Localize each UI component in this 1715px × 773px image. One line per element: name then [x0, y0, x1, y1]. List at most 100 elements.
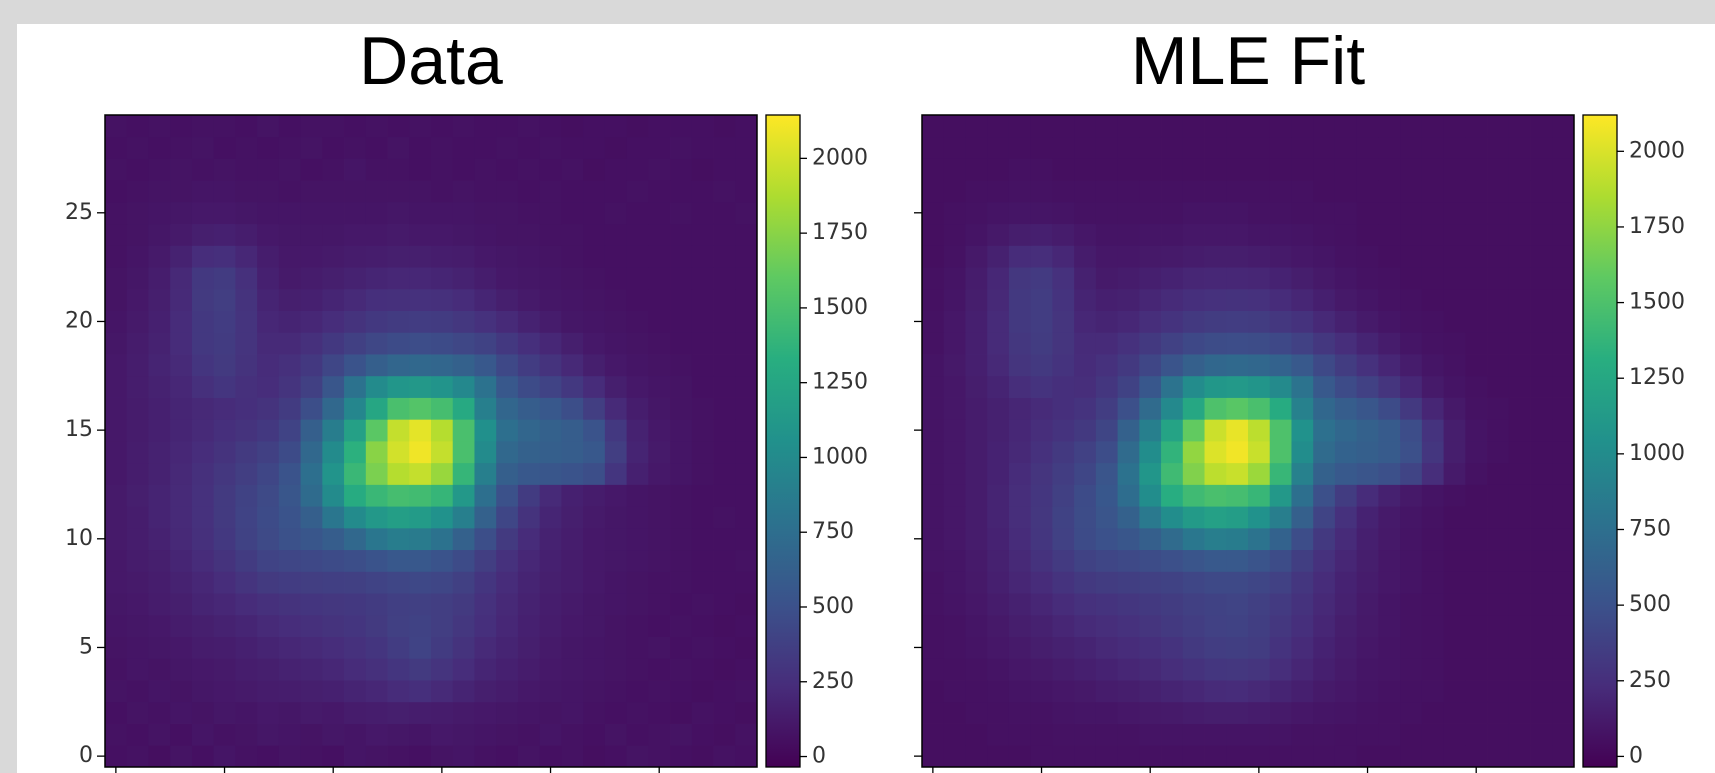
heatmap-cell — [1031, 615, 1053, 637]
heatmap-cell — [1226, 658, 1248, 680]
heatmap-cell — [301, 115, 323, 137]
heatmap-cell — [1531, 267, 1553, 289]
heatmap-cell — [1400, 180, 1422, 202]
heatmap-cell — [1009, 441, 1031, 463]
heatmap-cell — [735, 637, 757, 659]
heatmap-cell — [735, 702, 757, 724]
heatmap-cell — [670, 637, 692, 659]
heatmap-cell — [235, 332, 257, 354]
heatmap-cell — [987, 311, 1009, 333]
heatmap-cell — [1161, 137, 1183, 159]
heatmap-cell — [583, 115, 605, 137]
heatmap-cell — [561, 202, 583, 224]
heatmap-cell — [605, 658, 627, 680]
heatmap-cell — [453, 571, 475, 593]
heatmap-cell — [714, 441, 736, 463]
heatmap-cell — [1422, 115, 1444, 137]
heatmap-cell — [583, 311, 605, 333]
heatmap-cell — [127, 506, 149, 528]
heatmap-cell — [714, 680, 736, 702]
heatmap-cell — [1487, 637, 1509, 659]
heatmap-cell — [1205, 376, 1227, 398]
heatmap-cell — [1118, 745, 1140, 767]
heatmap-cell — [1248, 637, 1270, 659]
heatmap-cell — [627, 680, 649, 702]
heatmap-cell — [670, 615, 692, 637]
heatmap-cell — [714, 180, 736, 202]
heatmap-cell — [1139, 702, 1161, 724]
heatmap-cell — [1009, 376, 1031, 398]
heatmap-cell — [735, 680, 757, 702]
heatmap-cell — [148, 158, 170, 180]
heatmap-cell — [366, 615, 388, 637]
heatmap-cell — [561, 571, 583, 593]
heatmap-cell — [561, 484, 583, 506]
heatmap-cell — [692, 637, 714, 659]
heatmap-cell — [518, 398, 540, 420]
heatmap-cell — [105, 245, 127, 267]
heatmap-cell — [192, 202, 214, 224]
heatmap-cell — [496, 311, 518, 333]
heatmap-cell — [105, 180, 127, 202]
heatmap-cell — [1052, 506, 1074, 528]
heatmap-cell — [518, 724, 540, 746]
heatmap-cell — [192, 637, 214, 659]
heatmap-cell — [1313, 724, 1335, 746]
heatmap-cell — [1552, 571, 1574, 593]
heatmap-cell — [1248, 224, 1270, 246]
heatmap-cell — [474, 245, 496, 267]
heatmap-cell — [1052, 289, 1074, 311]
heatmap-cell — [301, 202, 323, 224]
heatmap-cell — [279, 550, 301, 572]
heatmap-cell — [1226, 137, 1248, 159]
heatmap-cell — [692, 724, 714, 746]
heatmap-cell — [344, 311, 366, 333]
heatmap-cell — [1531, 702, 1553, 724]
heatmap-cell — [714, 115, 736, 137]
heatmap-cell — [344, 398, 366, 420]
heatmap-cell — [1335, 550, 1357, 572]
heatmap-cell — [1270, 332, 1292, 354]
heatmap-cell — [1161, 202, 1183, 224]
heatmap-cell — [944, 702, 966, 724]
heatmap-cell — [366, 745, 388, 767]
heatmap-cell — [301, 354, 323, 376]
heatmap-cell — [301, 637, 323, 659]
heatmap-cell — [1378, 398, 1400, 420]
heatmap-cell — [1357, 745, 1379, 767]
heatmap-cell — [409, 224, 431, 246]
heatmap-cell — [965, 180, 987, 202]
heatmap-cell — [474, 158, 496, 180]
heatmap-cell — [388, 354, 410, 376]
heatmap-cell — [344, 745, 366, 767]
heatmap-cell — [540, 593, 562, 615]
heatmap-cell — [735, 550, 757, 572]
heatmap-cell — [1465, 332, 1487, 354]
heatmap-cell — [735, 745, 757, 767]
heatmap-cell — [344, 289, 366, 311]
heatmap-cell — [1335, 702, 1357, 724]
heatmap-cell — [987, 158, 1009, 180]
heatmap-cell — [214, 311, 236, 333]
heatmap-cell — [322, 202, 344, 224]
heatmap-cell — [1422, 658, 1444, 680]
heatmap-cell — [1400, 571, 1422, 593]
heatmap-cell — [922, 615, 944, 637]
heatmap-cell — [279, 224, 301, 246]
heatmap-cell — [1052, 115, 1074, 137]
heatmap-cell — [1552, 224, 1574, 246]
heatmap-cell — [692, 354, 714, 376]
heatmap-cell — [431, 484, 453, 506]
heatmap-cell — [965, 615, 987, 637]
heatmap-cell — [279, 658, 301, 680]
heatmap-cell — [1378, 267, 1400, 289]
heatmap-cell — [1205, 702, 1227, 724]
heatmap-cell — [714, 202, 736, 224]
heatmap-cell — [561, 528, 583, 550]
heatmap-cell — [192, 724, 214, 746]
heatmap-cell — [105, 267, 127, 289]
heatmap-cell — [1248, 441, 1270, 463]
heatmap-cell — [388, 484, 410, 506]
y-tick-label: 5 — [79, 634, 93, 659]
heatmap-cell — [987, 354, 1009, 376]
